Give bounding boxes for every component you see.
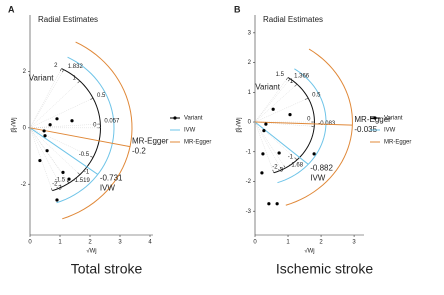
ray (255, 122, 285, 168)
y-tick-label: 0 (248, 120, 252, 126)
legend-label: MR-Egger (384, 140, 411, 146)
point (55, 117, 58, 120)
arc-title: Variant (255, 83, 281, 92)
point (264, 123, 267, 126)
point (260, 171, 263, 174)
arc-label: 1 (290, 79, 294, 85)
point (262, 129, 265, 132)
legend-dot (373, 116, 376, 119)
caption: Total stroke (71, 261, 143, 277)
point (38, 159, 41, 162)
panel-label: B (234, 4, 241, 14)
point (61, 171, 64, 174)
arc-label: -3 (56, 185, 62, 191)
arc-label: -3 (278, 167, 284, 173)
point (272, 108, 275, 111)
ray (30, 128, 69, 183)
point (70, 119, 73, 122)
point (67, 178, 70, 181)
y-tick-label: -3 (246, 209, 252, 215)
x-tick-label: 1 (58, 240, 62, 246)
ray (30, 124, 100, 128)
point (49, 123, 52, 126)
arc-label: 0.5 (312, 93, 321, 99)
point (267, 202, 270, 205)
y-tick-label: -2 (21, 182, 27, 188)
point (43, 134, 46, 137)
arc-label: 1 (73, 76, 77, 82)
ivw-estimate: -0.882 (310, 163, 333, 172)
ray (255, 122, 282, 170)
ivw-label: IVW (310, 173, 326, 182)
scale-arc (274, 78, 315, 173)
arc-label: -1 (84, 169, 90, 175)
arc-label: -1.68 (289, 163, 303, 169)
y-tick-label: 2 (248, 60, 252, 66)
ray (255, 98, 308, 122)
egger-line (255, 122, 352, 125)
y-tick-label: 1 (248, 90, 252, 96)
arc-label: -1 (288, 154, 294, 160)
arc-label: 0.5 (97, 93, 106, 99)
arc-title: Variant (29, 74, 55, 83)
legend-label: Variant (184, 116, 203, 122)
x-tick-label: 2 (319, 240, 323, 246)
ivw-label: IVW (100, 184, 116, 193)
x-tick-label: 2 (88, 240, 92, 246)
point (55, 198, 58, 201)
y-tick-label: 3 (248, 30, 252, 36)
y-tick-label: 0 (23, 125, 27, 131)
legend-label: Variant (384, 116, 403, 122)
y-axis-label: β̂j√Wj (236, 117, 243, 132)
x-tick-label: 3 (352, 240, 356, 246)
egger-estimate: -0.2 (132, 147, 146, 156)
y-tick-label: -2 (246, 179, 252, 185)
ray (30, 128, 52, 191)
ray (30, 98, 93, 128)
chart-title: Radial Estimates (38, 15, 98, 24)
point (288, 113, 291, 116)
arc-label: 1.366 (294, 73, 310, 79)
x-tick-label: 3 (118, 240, 122, 246)
y-tick-label: 2 (23, 69, 27, 75)
legend-label: IVW (184, 128, 196, 134)
y-axis-label: β̂j√Wj (11, 117, 18, 132)
x-tick-label: 4 (148, 240, 152, 246)
arc-label: -0.5 (79, 152, 90, 158)
arc-label: 0 (307, 117, 311, 123)
x-tick-label: 1 (286, 240, 290, 246)
caption: Ischemic stroke (276, 261, 373, 277)
x-axis-label: √Wj (304, 248, 314, 255)
point (43, 129, 46, 132)
point (313, 152, 316, 155)
arc-label: 0.057 (104, 119, 120, 125)
ivw-estimate: -0.731 (100, 174, 123, 183)
y-tick-label: -1 (246, 149, 252, 155)
x-axis-label: √Wj (86, 248, 96, 255)
arc-label: 2 (54, 63, 58, 69)
ray (30, 128, 80, 175)
point (261, 152, 264, 155)
point (276, 202, 279, 205)
panel-label: A (8, 4, 15, 14)
arc-label: 1.832 (68, 64, 84, 70)
legend-label: MR-Egger (184, 140, 211, 146)
arc-label: -1.519 (73, 178, 91, 184)
egger-label: MR-Egger (132, 137, 169, 146)
point (46, 149, 49, 152)
point (278, 151, 281, 154)
x-tick-label: 0 (28, 240, 32, 246)
scale-arc (52, 69, 100, 191)
x-tick-label: 0 (253, 240, 257, 246)
chart-title: Radial Estimates (263, 15, 323, 24)
legend-dot (173, 116, 176, 119)
legend-label: IVW (384, 128, 396, 134)
arc-label: 1.5 (276, 72, 285, 78)
arc-label: 0 (93, 122, 97, 128)
